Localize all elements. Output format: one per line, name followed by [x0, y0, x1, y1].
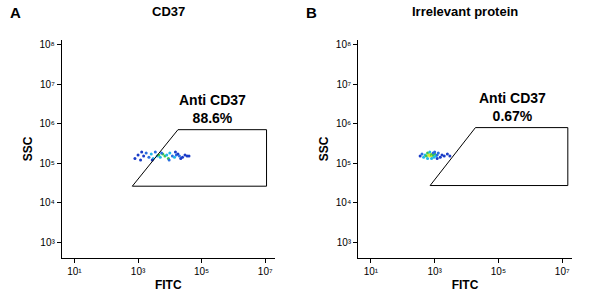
svg-text:10⁷: 10⁷ [336, 79, 351, 90]
svg-text:B: B [306, 4, 317, 21]
svg-text:10⁷: 10⁷ [258, 266, 273, 277]
svg-text:10¹: 10¹ [364, 266, 379, 277]
svg-text:10³: 10³ [131, 266, 146, 277]
svg-text:10³: 10³ [40, 237, 55, 248]
svg-text:FITC: FITC [452, 278, 479, 292]
svg-text:SSC: SSC [317, 136, 331, 161]
svg-text:10⁷: 10⁷ [555, 266, 570, 277]
svg-text:10⁵: 10⁵ [194, 266, 209, 277]
svg-text:10⁵: 10⁵ [40, 158, 55, 169]
svg-text:Anti CD3788.6%: Anti CD3788.6% [179, 92, 246, 126]
svg-text:10⁵: 10⁵ [336, 158, 351, 169]
svg-text:10⁸: 10⁸ [39, 39, 54, 50]
svg-text:FITC: FITC [155, 278, 182, 292]
svg-text:10³: 10³ [427, 266, 442, 277]
svg-text:10⁴: 10⁴ [336, 197, 351, 208]
svg-text:CD37: CD37 [152, 4, 185, 19]
svg-text:Anti CD370.67%: Anti CD370.67% [479, 90, 546, 124]
svg-text:Irrelevant protein: Irrelevant protein [412, 4, 518, 19]
svg-text:10¹: 10¹ [67, 266, 82, 277]
svg-text:10⁷: 10⁷ [40, 79, 55, 90]
svg-text:SSC: SSC [21, 136, 35, 161]
svg-text:10⁴: 10⁴ [39, 197, 54, 208]
svg-text:10⁶: 10⁶ [40, 118, 55, 129]
svg-text:10⁸: 10⁸ [336, 39, 351, 50]
svg-text:A: A [10, 4, 21, 21]
svg-text:10⁵: 10⁵ [491, 266, 506, 277]
svg-text:10³: 10³ [337, 237, 352, 248]
svg-text:10⁶: 10⁶ [336, 118, 351, 129]
